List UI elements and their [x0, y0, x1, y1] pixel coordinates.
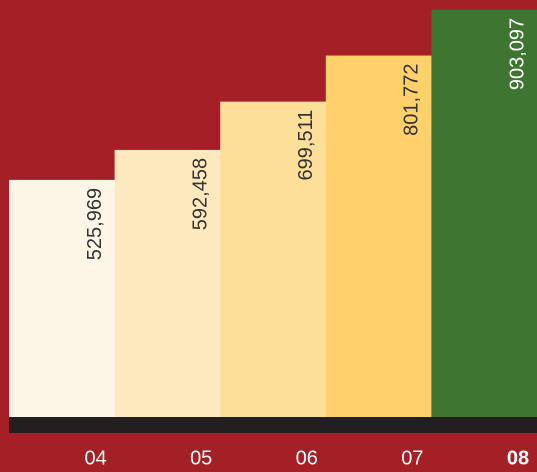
x-tick-label: 05 [190, 447, 212, 469]
x-labels: 04 05 06 07 08 [84, 447, 529, 469]
baseline-band [9, 417, 537, 433]
bar [325, 55, 432, 417]
value-label: 699,511 [295, 110, 317, 181]
value-label: 801,772 [401, 64, 423, 136]
bar [431, 9, 537, 417]
bar [220, 101, 327, 417]
value-label: 525,969 [84, 188, 106, 260]
x-tick-label: 04 [84, 447, 106, 469]
x-tick-label: 08 [507, 447, 529, 469]
x-tick-label: 06 [296, 447, 318, 469]
bar [114, 149, 221, 418]
value-label: 903,097 [506, 18, 528, 90]
bar [9, 179, 116, 417]
value-label: 592,458 [189, 158, 211, 230]
x-tick-label: 07 [401, 447, 423, 469]
bars: 525,969 592,458 699,511 801,772 903,097 [9, 9, 537, 418]
